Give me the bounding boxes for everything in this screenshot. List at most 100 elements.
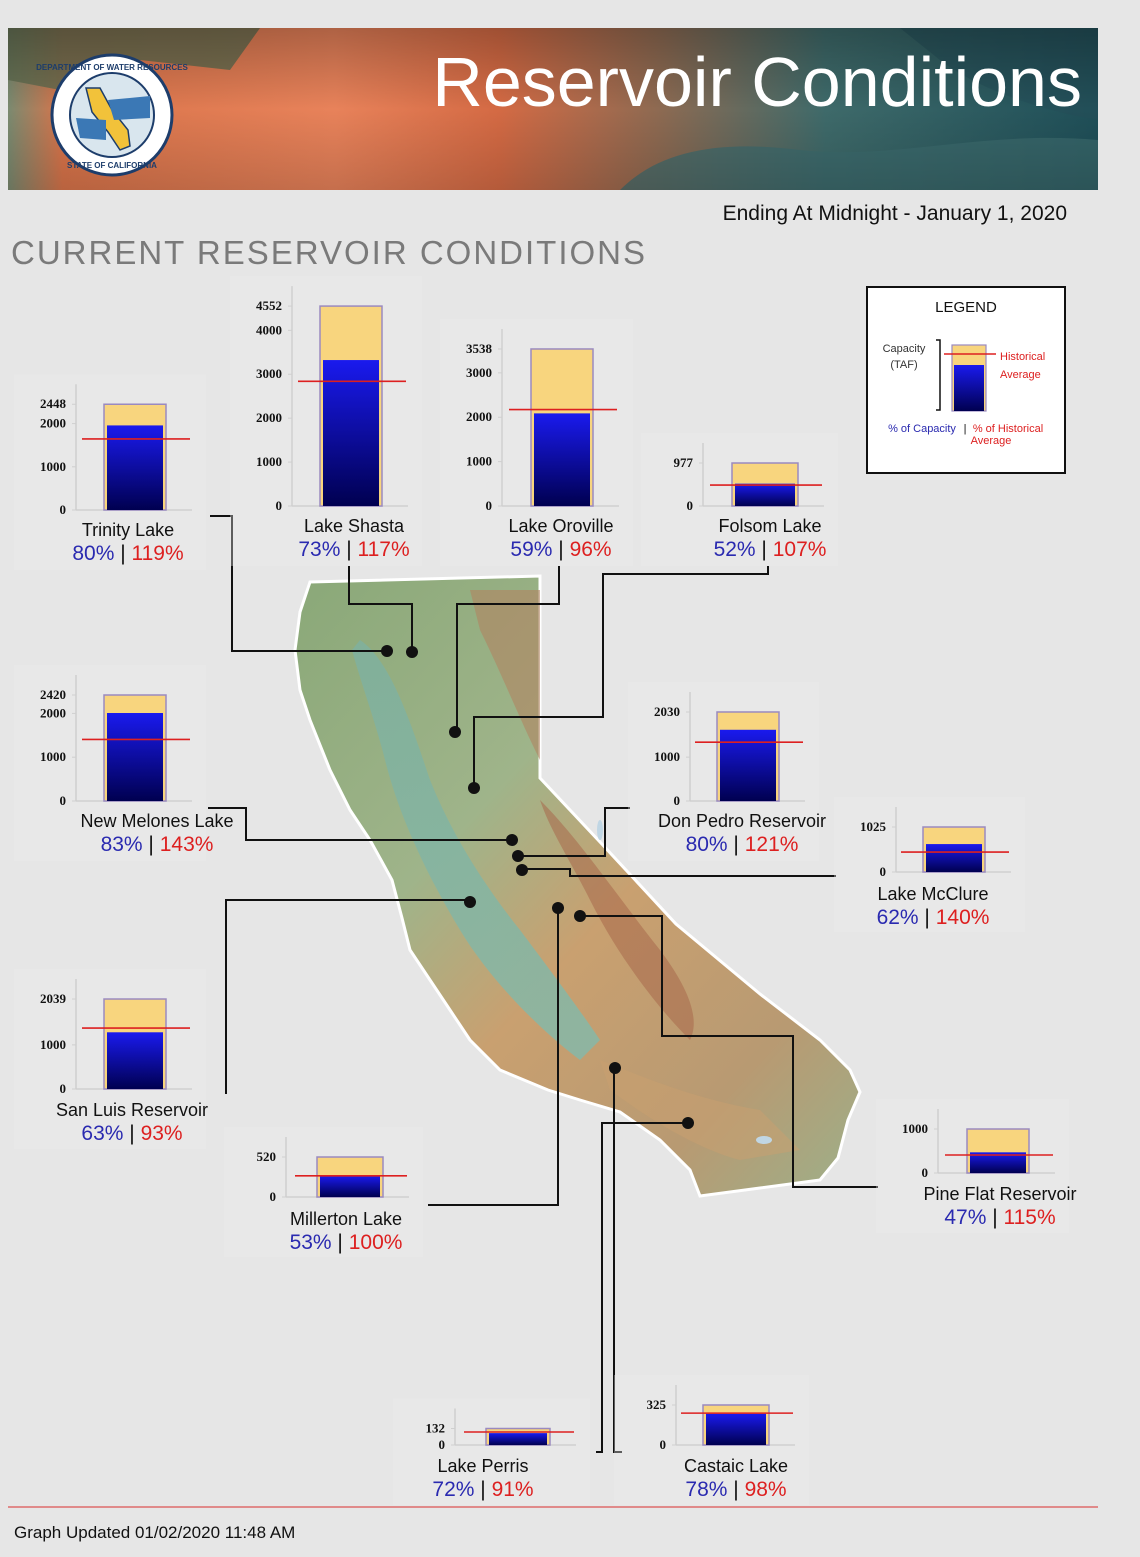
pct-historical: 115% (1004, 1206, 1056, 1229)
y-tick-label: 0 (60, 793, 67, 808)
reservoir-name: Millerton Lake (290, 1209, 402, 1229)
y-tick-label: 0 (687, 498, 694, 513)
y-tick-label: 4552 (256, 298, 282, 313)
storage-bar (534, 413, 590, 506)
pct-capacity: 80% (72, 542, 114, 565)
legend-capacity-label: Capacity (883, 343, 926, 355)
y-tick-label: 2039 (40, 991, 67, 1006)
pct-capacity: 73% (298, 538, 340, 561)
seal-bottom-text: STATE OF CALIFORNIA (67, 161, 157, 170)
pct-separator: | (756, 538, 773, 561)
dot-castaic (609, 1062, 621, 1074)
reservoir-percentages: 83% | 143% (101, 833, 214, 856)
y-tick-label: 520 (257, 1149, 277, 1164)
reservoir-percentages: 72% | 91% (432, 1478, 533, 1501)
page-title: Reservoir Conditions (432, 43, 1082, 121)
reservoir-percentages: 62% | 140% (877, 906, 990, 929)
legend: LEGEND Capacity (TAF) Historical Average… (866, 286, 1066, 474)
pct-separator: | (986, 1206, 1003, 1229)
y-tick-label: 4000 (256, 322, 282, 337)
pct-capacity: 80% (686, 833, 728, 856)
dwr-seal-logo: DEPARTMENT OF WATER RESOURCES STATE OF C… (36, 53, 189, 177)
pct-historical: 98% (745, 1478, 787, 1501)
y-tick-label: 1000 (40, 749, 66, 764)
y-tick-label: 2420 (40, 687, 66, 702)
storage-bar (926, 844, 982, 872)
pct-capacity: 62% (877, 906, 919, 929)
dot-mcclure (516, 864, 528, 876)
legend-pct-hist: % of Historical (973, 423, 1043, 435)
pct-separator: | (552, 538, 569, 561)
pct-separator: | (123, 1122, 140, 1145)
reservoir-percentages: 59% | 96% (510, 538, 611, 561)
dot-oroville (449, 726, 461, 738)
legend-capacity-unit: (TAF) (890, 359, 917, 371)
storage-bar (320, 1175, 380, 1197)
y-tick-label: 2448 (40, 396, 67, 411)
reservoir-name: Lake Perris (437, 1456, 528, 1476)
chart-panel (393, 1398, 590, 1505)
y-tick-label: 0 (439, 1437, 446, 1452)
reservoir-percentages: 80% | 121% (686, 833, 799, 856)
y-tick-label: 132 (426, 1421, 446, 1436)
pct-historical: 143% (160, 833, 214, 856)
pct-historical: 93% (141, 1122, 183, 1145)
dot-folsom (468, 782, 480, 794)
pct-capacity: 53% (290, 1231, 332, 1254)
dot-shasta (406, 646, 418, 658)
storage-bar (107, 425, 163, 510)
y-tick-label: 2000 (466, 409, 492, 424)
reservoir-percentages: 52% | 107% (714, 538, 827, 561)
reservoir-name: Lake Oroville (508, 516, 613, 536)
reservoir-percentages: 73% | 117% (298, 538, 409, 561)
storage-bar (107, 713, 163, 801)
y-tick-label: 3538 (466, 341, 493, 356)
pct-historical: 117% (358, 538, 410, 561)
section-title: CURRENT RESERVOIR CONDITIONS (11, 234, 647, 271)
y-tick-label: 0 (660, 1437, 667, 1452)
leader-lines (208, 515, 878, 1453)
storage-bar (970, 1152, 1026, 1173)
pct-capacity: 47% (944, 1206, 986, 1229)
dot-millerton (552, 902, 564, 914)
y-tick-label: 2000 (40, 416, 66, 431)
y-tick-label: 0 (60, 1081, 67, 1096)
y-tick-label: 3000 (256, 366, 282, 381)
legend-pct-hist-2: Average (971, 435, 1012, 447)
reservoir-name: Trinity Lake (82, 520, 174, 540)
reservoir-name: San Luis Reservoir (56, 1100, 208, 1120)
pct-capacity: 83% (101, 833, 143, 856)
storage-bar (706, 1413, 766, 1445)
dot-perris (682, 1117, 694, 1129)
reservoir-name: Castaic Lake (684, 1456, 788, 1476)
storage-bar (107, 1032, 163, 1089)
pct-separator: | (340, 538, 357, 561)
pct-separator: | (474, 1478, 491, 1501)
pct-capacity: 72% (432, 1478, 474, 1501)
svg-text:|: | (964, 423, 967, 435)
legend-storage-swatch (954, 365, 984, 411)
seal-top-text: DEPARTMENT OF WATER RESOURCES (36, 63, 188, 72)
y-tick-label: 1000 (256, 454, 282, 469)
pct-historical: 91% (492, 1478, 534, 1501)
y-tick-label: 1025 (860, 819, 887, 834)
california-map (293, 574, 862, 1198)
legend-hist-label-2: Average (1000, 369, 1041, 381)
storage-bar (323, 360, 379, 506)
y-tick-label: 2000 (256, 410, 282, 425)
pct-historical: 96% (570, 538, 612, 561)
reservoir-percentages: 80% | 119% (72, 542, 183, 565)
dot-trinity (381, 645, 393, 657)
